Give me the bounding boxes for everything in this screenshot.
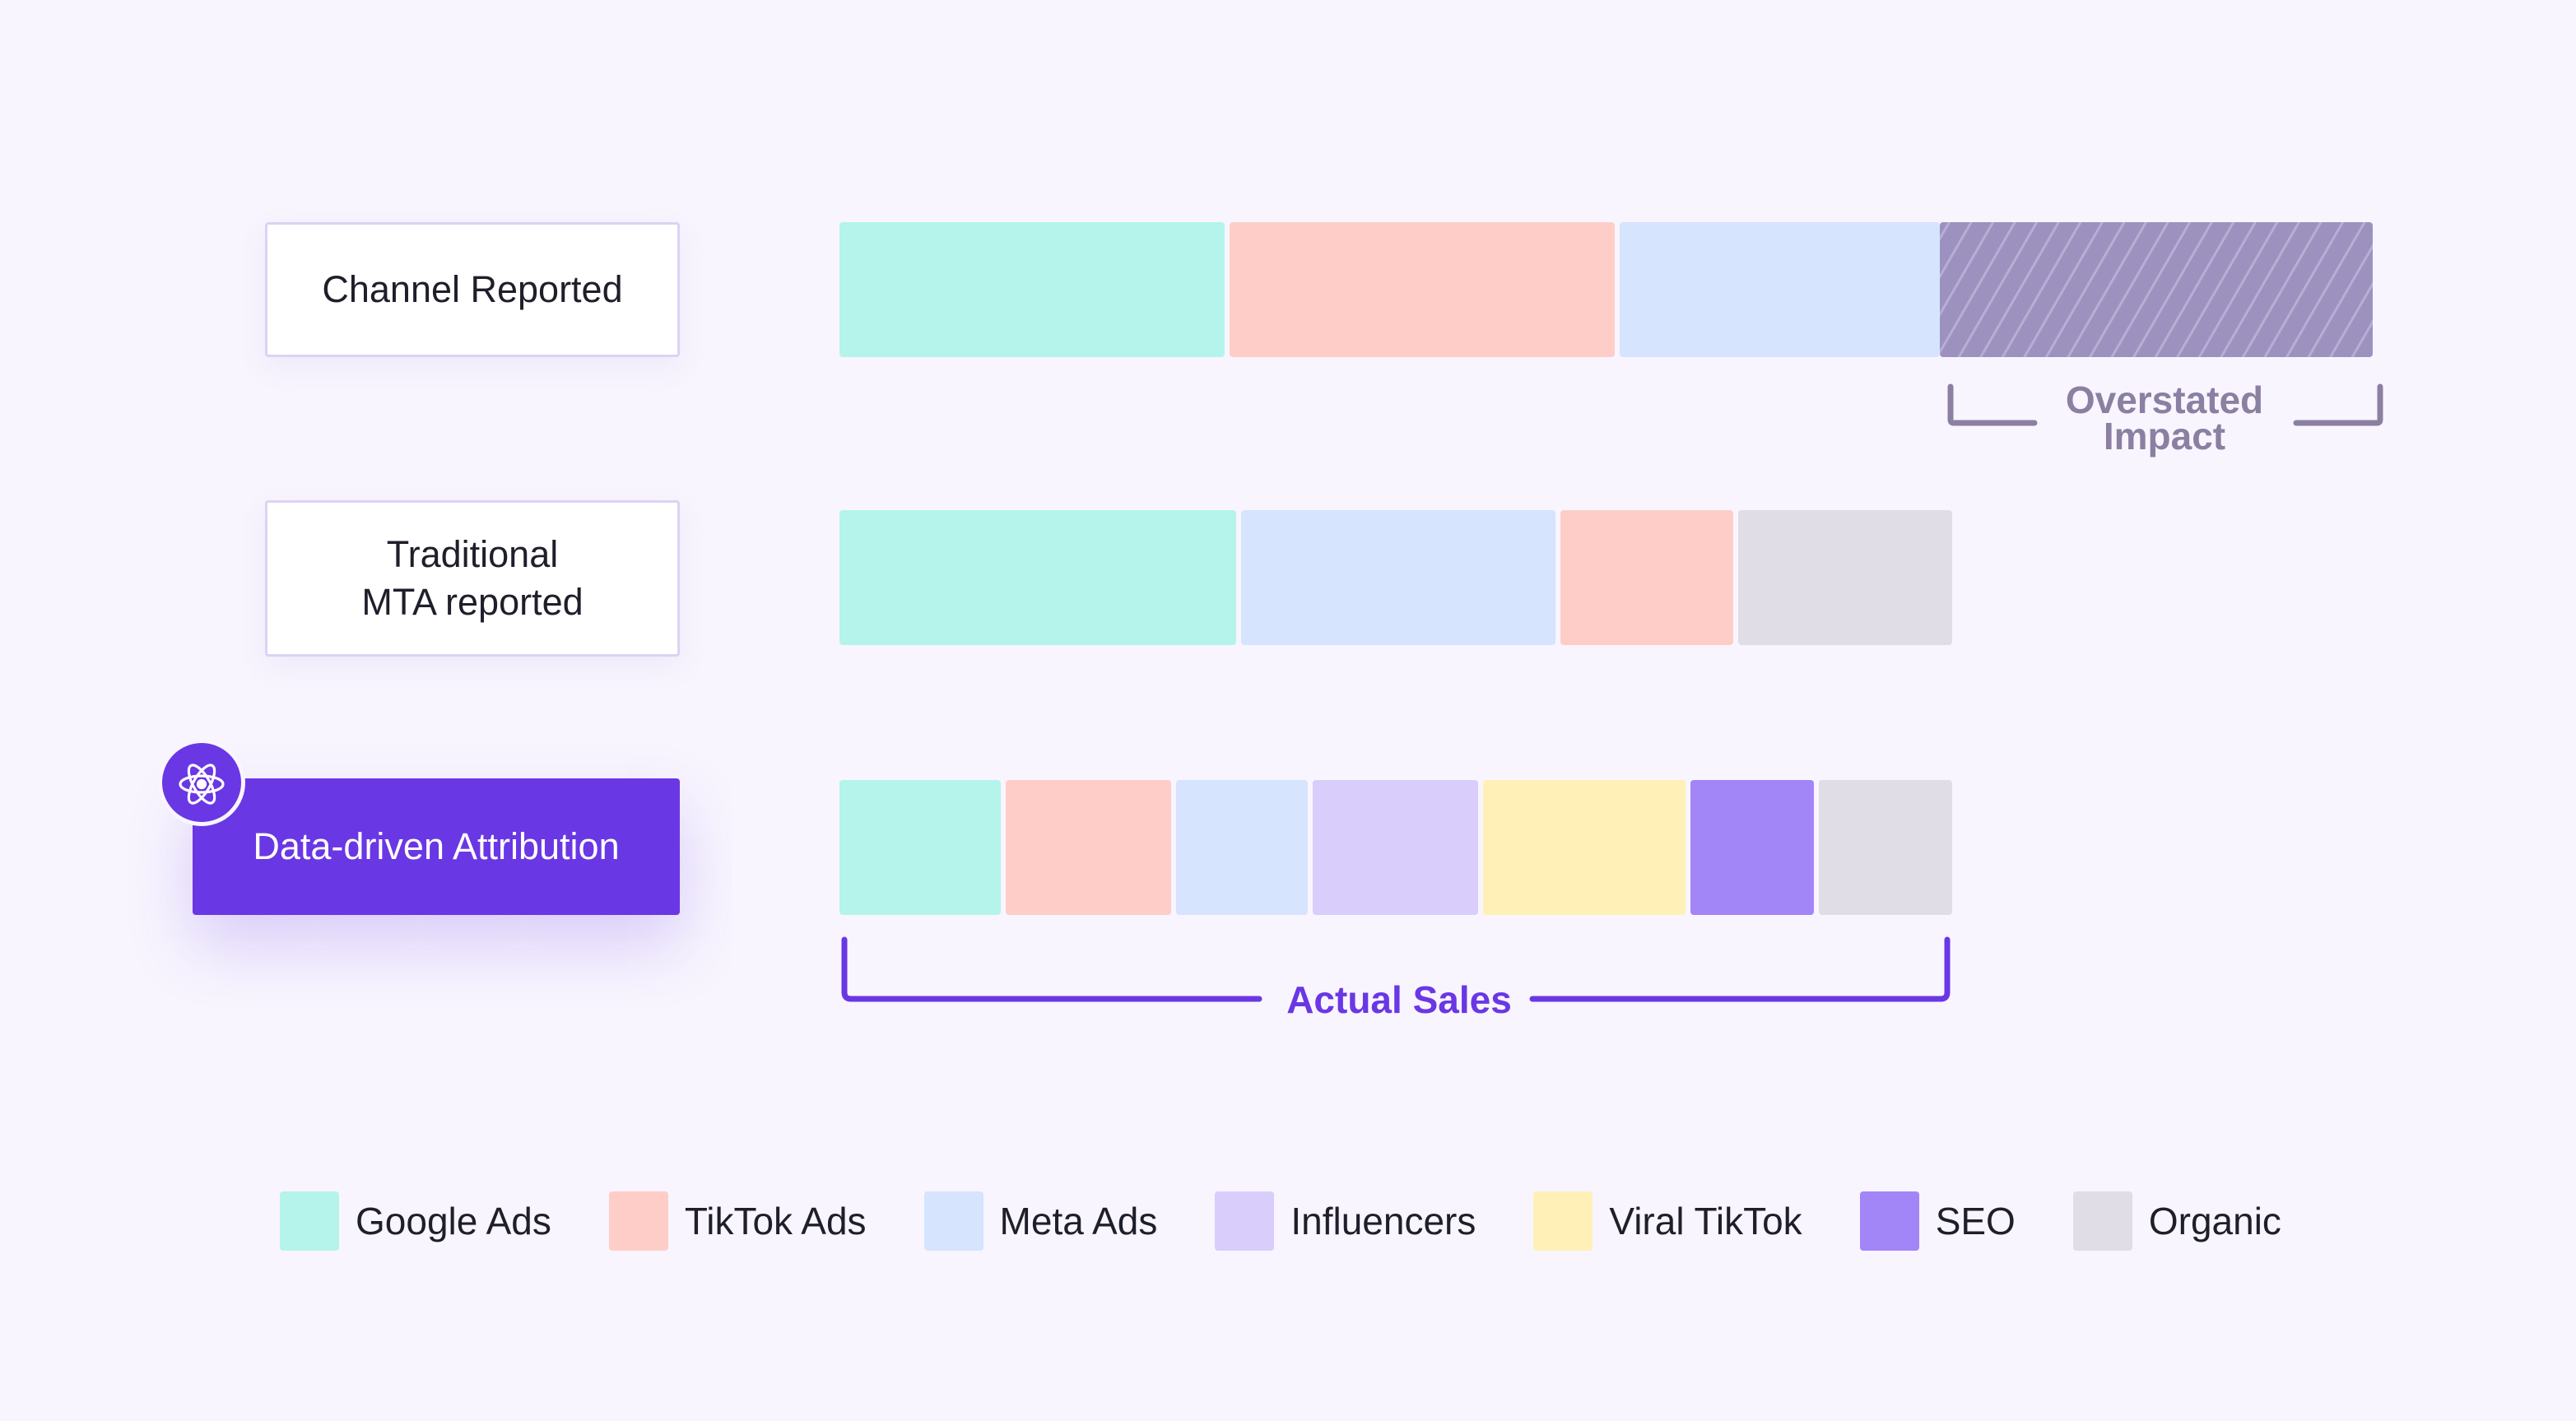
actual-sales-bracket-left (841, 936, 1262, 1002)
legend-label: Organic (2148, 1200, 2281, 1242)
legend-item-google-ads: Google Ads (280, 1191, 551, 1251)
bar-channel-reported (839, 222, 2380, 357)
actual-sales-bracket-right (1529, 936, 1951, 1002)
legend-swatch (923, 1191, 983, 1251)
legend-item-tiktok-ads: TikTok Ads (608, 1191, 867, 1251)
row-label-text-line-1: Traditional (386, 533, 559, 575)
segment-tiktok-ads (1560, 510, 1733, 645)
segment-meta-ads (1620, 222, 1940, 357)
row-label-data-driven-attribution: Data-driven Attribution (193, 778, 680, 915)
overstated-impact-label: Overstated Impact (2025, 378, 2304, 457)
overstated-bracket-right (2293, 383, 2383, 426)
legend-label: TikTok Ads (684, 1200, 867, 1242)
segment-google-ads (839, 222, 1225, 357)
segment-influencers (1312, 780, 1478, 915)
legend-swatch (2072, 1191, 2132, 1251)
legend-label: Meta Ads (999, 1200, 1158, 1242)
legend-swatch (1215, 1191, 1275, 1251)
row-label-channel-reported: Channel Reported (265, 222, 680, 357)
segment-meta-ads (1240, 510, 1556, 645)
overstated-line-1: Overstated (2065, 378, 2264, 421)
legend-label: Viral TikTok (1609, 1200, 1802, 1242)
row-label-text: Data-driven Attribution (253, 825, 620, 867)
bar-data-driven-attribution (839, 780, 1952, 915)
segment-seo (1690, 780, 1815, 915)
segment-organic (1737, 510, 1952, 645)
atom-icon (158, 739, 245, 826)
segment-google-ads (839, 780, 1002, 915)
legend: Google Ads TikTok Ads Meta Ads Influencers V… (280, 1191, 2281, 1251)
overstated-line-2: Impact (2103, 415, 2226, 457)
legend-label: SEO (1935, 1200, 2016, 1242)
segment-tiktok-ads (1230, 222, 1616, 357)
row-label-text-line-2: MTA reported (361, 581, 584, 623)
segment-viral-tiktok (1483, 780, 1686, 915)
overstated-bracket-left (1947, 383, 2038, 426)
row-label-traditional-mta: Traditional MTA reported (265, 500, 680, 657)
segment-meta-ads (1176, 780, 1308, 915)
legend-item-viral-tiktok: Viral TikTok (1533, 1191, 1802, 1251)
legend-label: Influencers (1290, 1200, 1476, 1242)
actual-sales-label: Actual Sales (1286, 978, 1512, 1021)
segment-tiktok-ads (1006, 780, 1172, 915)
legend-swatch (1859, 1191, 1919, 1251)
segment-google-ads (839, 510, 1236, 645)
legend-swatch (1533, 1191, 1593, 1251)
legend-item-meta-ads: Meta Ads (923, 1191, 1158, 1251)
legend-item-seo: SEO (1859, 1191, 2016, 1251)
legend-swatch (608, 1191, 668, 1251)
legend-item-organic: Organic (2072, 1191, 2281, 1251)
segment-organic (1819, 780, 1952, 915)
bar-traditional-mta (839, 510, 1952, 645)
row-label-text: Channel Reported (322, 268, 623, 310)
legend-item-influencers: Influencers (1215, 1191, 1476, 1251)
legend-swatch (280, 1191, 339, 1251)
legend-label: Google Ads (356, 1200, 551, 1242)
segment-overstated-impact (1939, 222, 2373, 357)
